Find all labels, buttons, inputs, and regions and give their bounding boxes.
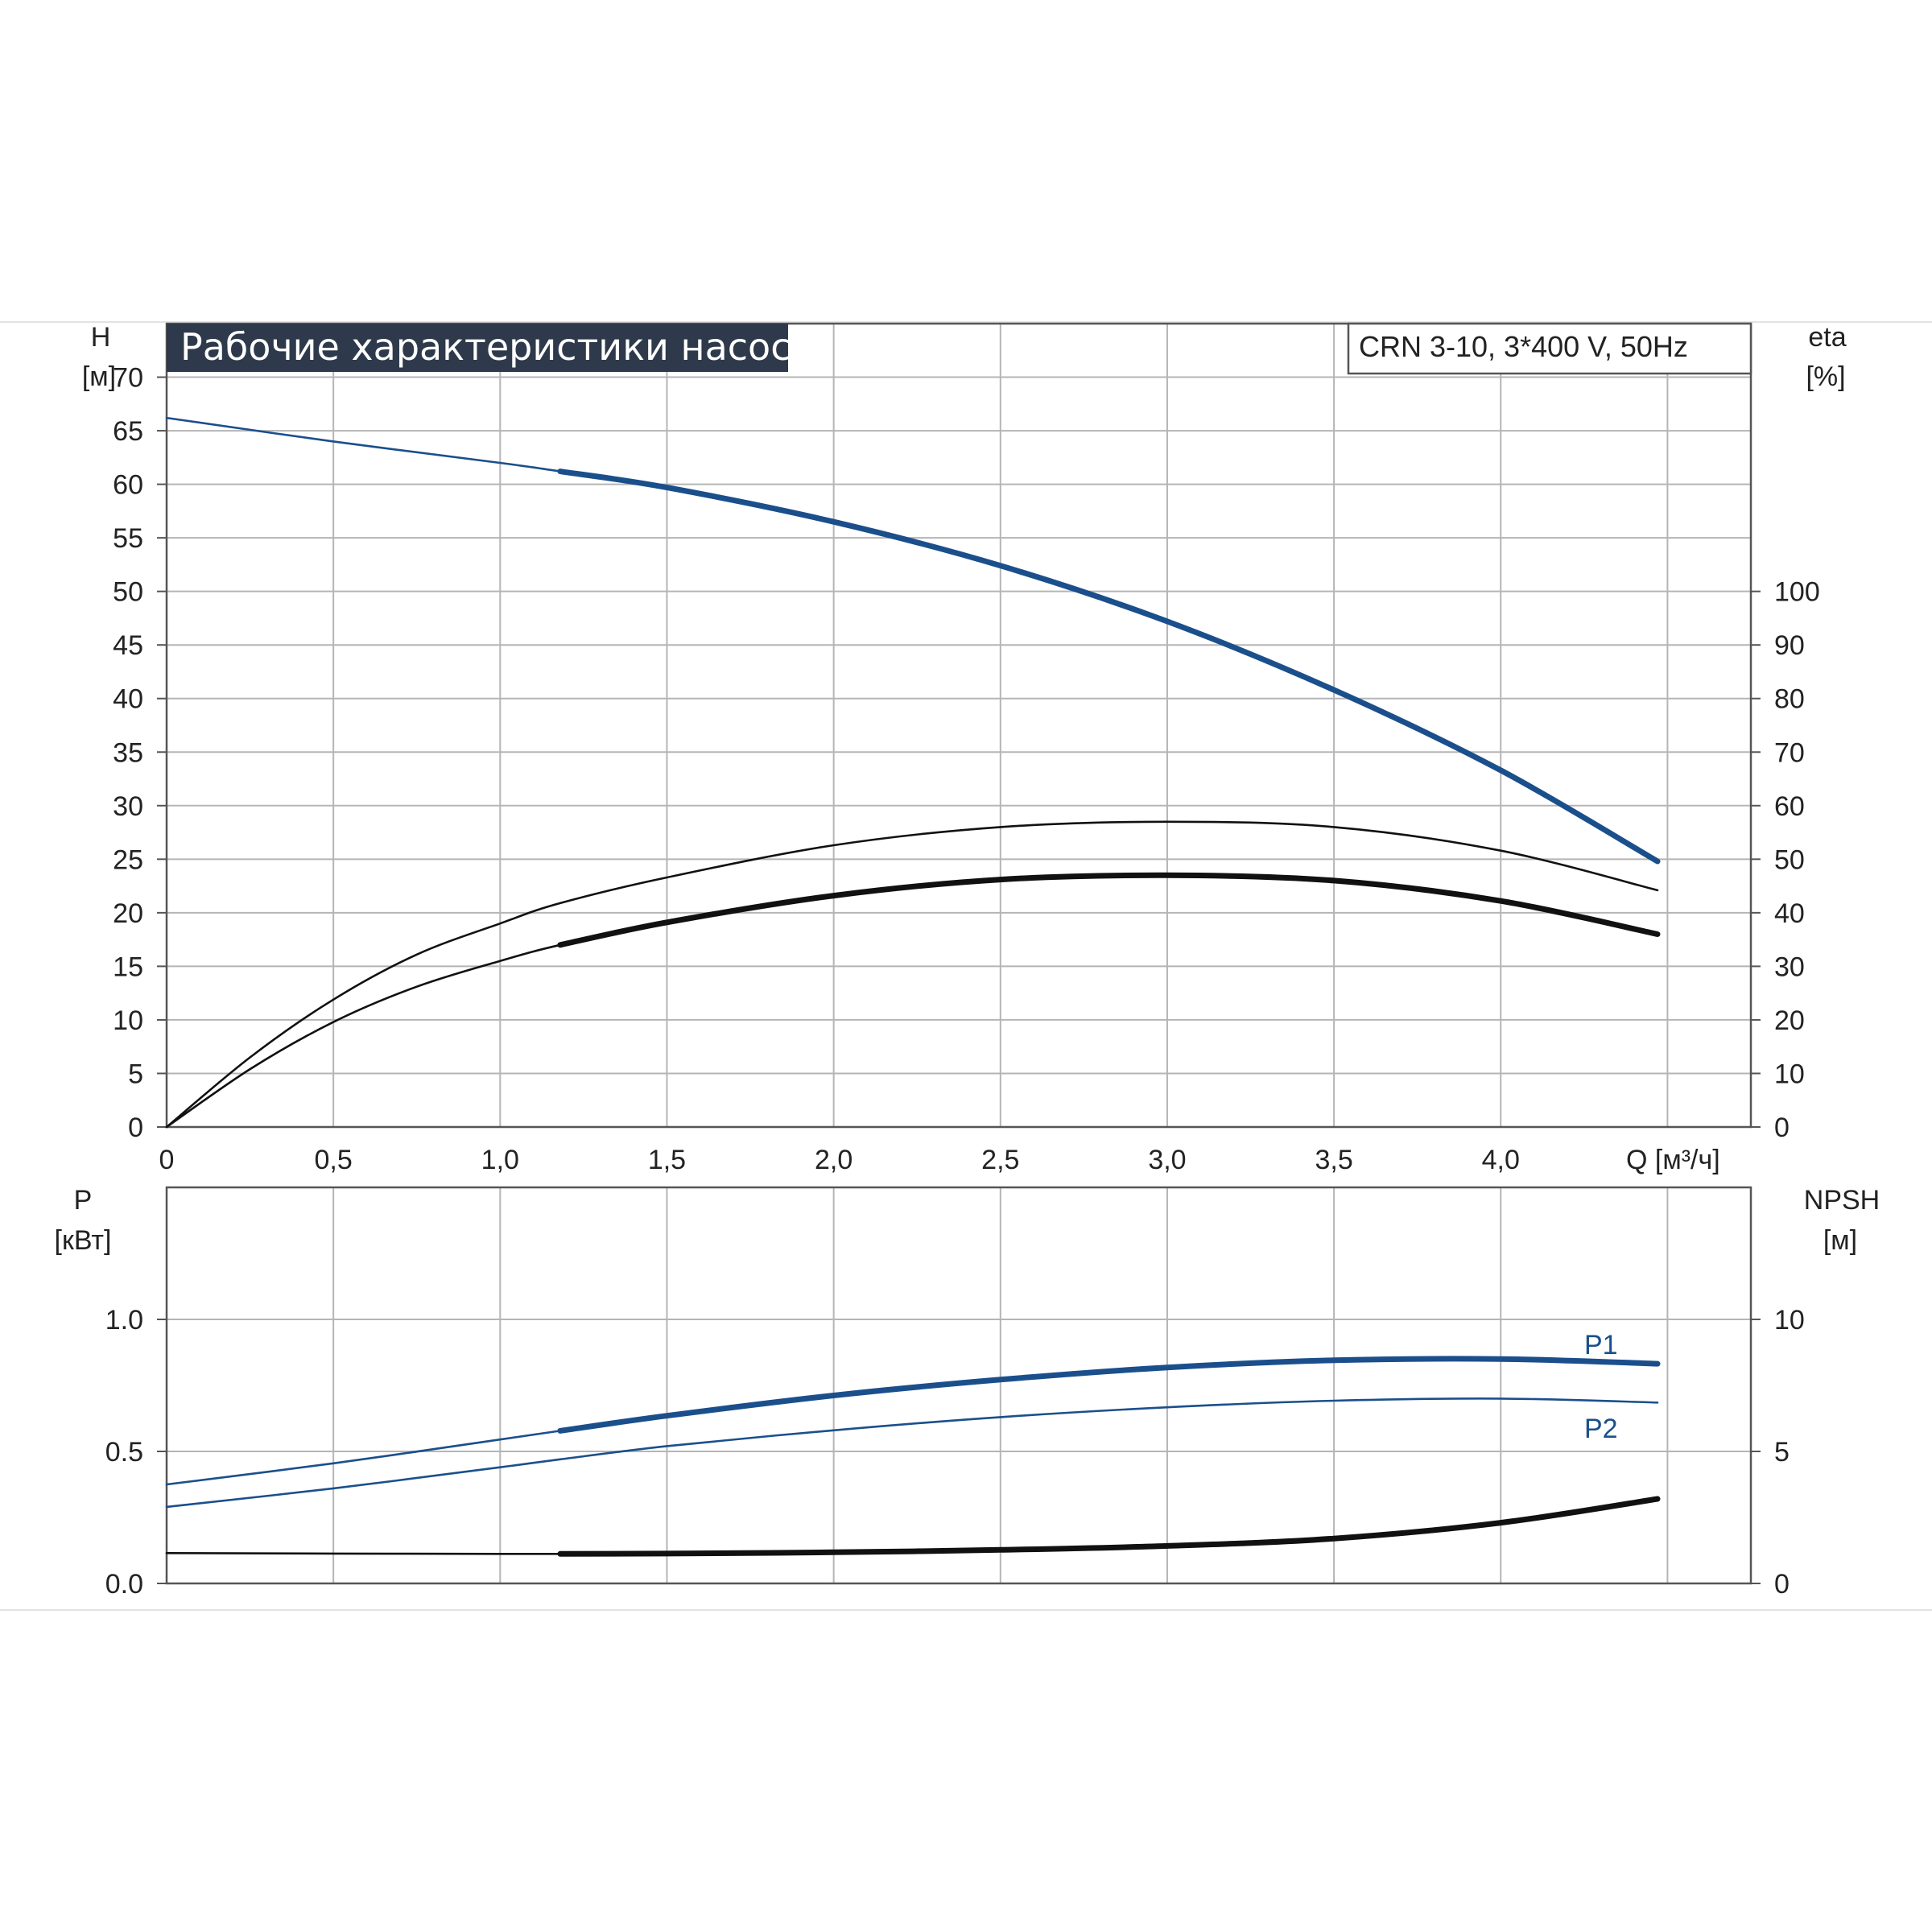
bottom-series-2-operating-range bbox=[557, 1496, 1661, 1557]
top-series-0-operating-range bbox=[557, 469, 1661, 865]
eta-axis-unit: [%] bbox=[1806, 361, 1845, 392]
eta-axis-label: eta bbox=[1808, 322, 1846, 353]
h-tick-label: 25 bbox=[113, 844, 143, 875]
model-label: CRN 3-10, 3*400 V, 50Hz bbox=[1359, 330, 1688, 363]
bottom-curves bbox=[165, 1356, 1661, 1557]
bottom-grid bbox=[157, 1187, 1761, 1584]
eta-tick-label: 50 bbox=[1774, 844, 1805, 875]
chart-title: Рабочие характеристики насоса bbox=[180, 325, 814, 369]
eta-tick-label: 70 bbox=[1774, 737, 1805, 768]
h-tick-label: 40 bbox=[113, 684, 143, 715]
h-tick-label: 50 bbox=[113, 577, 143, 608]
h-tick-label: 70 bbox=[113, 363, 143, 394]
p2-curve-label: P2 bbox=[1584, 1414, 1618, 1444]
eta-tick-label: 60 bbox=[1774, 791, 1805, 822]
eta-tick-label: 90 bbox=[1774, 630, 1805, 661]
h-axis-label: H bbox=[91, 322, 111, 353]
model-box bbox=[1347, 322, 1752, 375]
h-axis-unit: [м] bbox=[82, 361, 116, 392]
h-tick-label: 60 bbox=[113, 470, 143, 501]
h-tick-label: 55 bbox=[113, 523, 143, 554]
bottom-series-2-line bbox=[165, 1497, 1659, 1555]
h-tick-label: 0 bbox=[128, 1113, 143, 1143]
top-series-2-operating-range bbox=[557, 872, 1661, 948]
bottom-series-p2-line bbox=[165, 1397, 1659, 1509]
x-tick-label: 1,5 bbox=[648, 1145, 686, 1175]
x-tick-label: 2,5 bbox=[981, 1145, 1019, 1175]
bottom-series-p1-line bbox=[165, 1357, 1659, 1486]
top-plot-border bbox=[165, 322, 1752, 1129]
npsh-axis-label: NPSH bbox=[1804, 1185, 1880, 1216]
title-banner bbox=[167, 324, 788, 372]
npsh-tick-label: 5 bbox=[1774, 1437, 1790, 1468]
p-axis-label: P bbox=[74, 1185, 93, 1216]
eta-tick-label: 40 bbox=[1774, 898, 1805, 929]
x-tick-label: 1,0 bbox=[481, 1145, 519, 1175]
top-grid bbox=[157, 324, 1761, 1128]
h-tick-label: 5 bbox=[128, 1059, 143, 1089]
eta-tick-label: 100 bbox=[1774, 577, 1820, 608]
npsh-axis-unit: [м] bbox=[1823, 1225, 1857, 1256]
eta-tick-label: 0 bbox=[1774, 1113, 1790, 1143]
x-tick-label: 2,0 bbox=[815, 1145, 852, 1175]
h-tick-label: 20 bbox=[113, 898, 143, 929]
q-axis-label: Q [м³/ч] bbox=[1626, 1145, 1720, 1175]
eta-tick-label: 30 bbox=[1774, 952, 1805, 982]
p-tick-label: 0.0 bbox=[105, 1569, 143, 1600]
bottom-series-p1-operating-range bbox=[557, 1356, 1661, 1434]
p1-curve-label: P1 bbox=[1584, 1330, 1618, 1360]
npsh-tick-label: 0 bbox=[1774, 1569, 1790, 1600]
npsh-tick-label: 10 bbox=[1774, 1305, 1805, 1335]
bottom-plot-border bbox=[165, 1186, 1752, 1585]
x-tick-label: 0,5 bbox=[315, 1145, 353, 1175]
h-tick-label: 15 bbox=[113, 952, 143, 982]
x-tick-label: 0 bbox=[159, 1145, 175, 1175]
x-tick-label: 3,0 bbox=[1148, 1145, 1186, 1175]
top-curves bbox=[165, 416, 1661, 1129]
x-tick-label: 3,5 bbox=[1315, 1145, 1352, 1175]
h-tick-label: 45 bbox=[113, 630, 143, 661]
h-tick-label: 10 bbox=[113, 1005, 143, 1036]
x-tick-label: 4,0 bbox=[1482, 1145, 1520, 1175]
p-axis-unit: [кВт] bbox=[55, 1225, 112, 1256]
eta-tick-label: 20 bbox=[1774, 1005, 1805, 1036]
h-tick-label: 65 bbox=[113, 416, 143, 447]
p-tick-label: 1.0 bbox=[105, 1305, 143, 1335]
top-series-1-line bbox=[165, 820, 1659, 1129]
tick-labels: 0 0,5 1,0 1,5 2,0 2,5 3,0 3,5 4,0 0 5 10 15 20 25 30 35 4… bbox=[105, 363, 1820, 1600]
h-tick-label: 35 bbox=[113, 737, 143, 768]
eta-tick-label: 80 bbox=[1774, 684, 1805, 715]
h-tick-label: 30 bbox=[113, 791, 143, 822]
p-tick-label: 0.5 bbox=[105, 1437, 143, 1468]
eta-tick-label: 10 bbox=[1774, 1059, 1805, 1089]
